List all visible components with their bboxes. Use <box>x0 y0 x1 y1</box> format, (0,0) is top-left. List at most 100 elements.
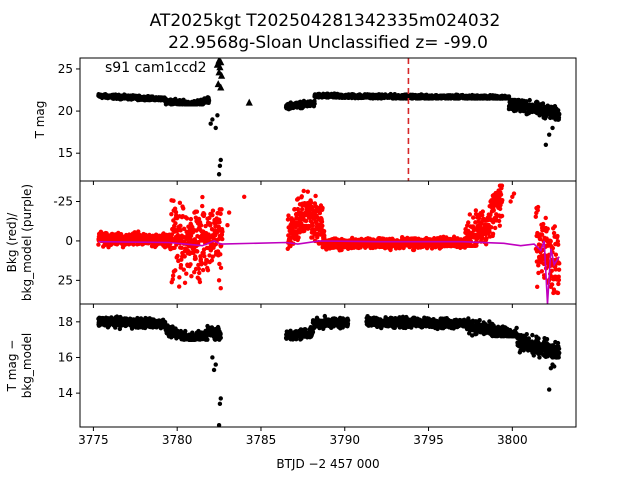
data-point <box>169 212 173 216</box>
y-axis-label-line1: Bkg (red)/ <box>5 212 19 273</box>
data-point <box>302 189 306 193</box>
data-point <box>219 286 223 290</box>
data-point <box>218 252 222 256</box>
data-point <box>491 232 495 236</box>
data-point <box>220 237 224 241</box>
series-tmag-1 <box>214 57 253 106</box>
data-point <box>492 208 496 212</box>
data-point <box>199 260 203 264</box>
data-point <box>208 223 212 227</box>
data-point <box>182 254 186 258</box>
data-point <box>219 158 223 162</box>
data-point <box>198 280 202 284</box>
data-point <box>500 214 504 218</box>
data-point <box>200 204 204 208</box>
y-tick-label: -25 <box>53 195 73 209</box>
data-point <box>178 224 182 228</box>
data-point <box>171 277 175 281</box>
data-point <box>545 227 549 231</box>
data-point <box>202 254 206 258</box>
data-point <box>471 215 475 219</box>
y-tick-label: 15 <box>58 146 73 160</box>
data-point <box>218 212 222 216</box>
data-point <box>197 267 201 271</box>
data-point <box>184 271 188 275</box>
data-point <box>499 192 503 196</box>
data-point <box>320 206 324 210</box>
data-point <box>189 217 193 221</box>
data-point <box>183 281 187 285</box>
data-point <box>312 101 316 105</box>
data-point <box>500 184 504 188</box>
data-point <box>206 268 210 272</box>
data-point <box>556 282 560 286</box>
triangle-point <box>246 99 253 106</box>
data-point <box>193 256 197 260</box>
series-diff-0 <box>96 314 561 427</box>
data-point <box>217 262 221 266</box>
data-point <box>214 126 218 130</box>
series-bkg-0 <box>96 184 561 296</box>
data-point <box>549 239 553 243</box>
data-point <box>320 224 324 228</box>
data-point <box>320 220 324 224</box>
data-point <box>195 210 199 214</box>
data-point <box>498 207 502 211</box>
data-point <box>306 189 310 193</box>
data-point <box>209 122 213 126</box>
data-point <box>215 113 219 117</box>
y-tick-label: 25 <box>58 62 73 76</box>
data-point <box>202 212 206 216</box>
data-point <box>179 246 183 250</box>
data-point <box>500 198 504 202</box>
data-point <box>219 266 223 270</box>
data-point <box>468 212 472 216</box>
data-point <box>200 195 204 199</box>
data-point <box>218 164 222 168</box>
panel-bkg: -25 0 25 Bkg (red)/bkg_model (purple) <box>5 181 576 308</box>
x-axis-label: BTJD −2 457 000 <box>276 457 379 471</box>
data-point <box>508 199 512 203</box>
data-point <box>201 268 205 272</box>
data-point <box>553 224 557 228</box>
data-point <box>188 262 192 266</box>
data-point <box>300 194 304 198</box>
series-tmag-0 <box>96 91 561 176</box>
chart-title-line1: AT2025kgt T202504281342335m024032 <box>150 11 501 31</box>
data-point <box>210 213 214 217</box>
data-point <box>177 275 181 279</box>
panel-data-bkg <box>96 184 561 304</box>
data-point <box>220 229 224 233</box>
data-point <box>527 98 531 102</box>
data-point <box>541 222 545 226</box>
data-point <box>181 206 185 210</box>
data-point <box>466 220 470 224</box>
data-point <box>177 284 181 288</box>
data-point <box>173 268 177 272</box>
data-point <box>544 143 548 147</box>
data-point <box>535 285 539 289</box>
data-point <box>557 278 561 282</box>
data-point <box>227 210 231 214</box>
sector-annotation: s91 cam1ccd2 <box>105 60 207 76</box>
data-point <box>195 249 199 253</box>
data-point <box>179 263 183 267</box>
y-tick-label: 25 <box>58 273 73 287</box>
data-point <box>557 261 561 265</box>
data-point <box>311 223 315 227</box>
data-point <box>210 258 214 262</box>
data-point <box>199 223 203 227</box>
y-tick-label: 0 <box>65 234 73 248</box>
data-point <box>489 225 493 229</box>
y-axis-label-line2: bkg_model (purple) <box>20 184 34 301</box>
data-point <box>550 282 554 286</box>
data-point <box>544 216 548 220</box>
data-point <box>178 201 182 205</box>
data-point <box>185 216 189 220</box>
data-point <box>182 267 186 271</box>
data-point <box>512 191 516 195</box>
data-point <box>534 215 538 219</box>
